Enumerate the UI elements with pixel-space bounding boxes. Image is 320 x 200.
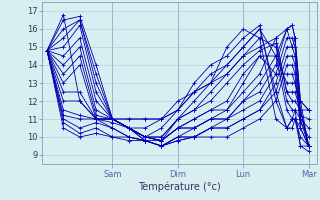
X-axis label: Température (°c): Température (°c) (138, 181, 220, 192)
